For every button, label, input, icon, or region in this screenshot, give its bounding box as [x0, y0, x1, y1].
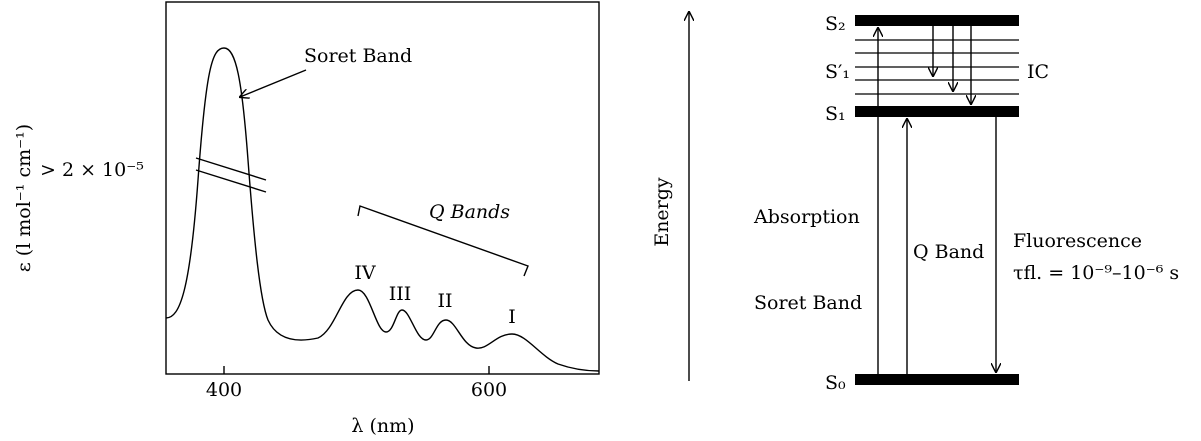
y-axis-label: ε (l mol⁻¹ cm⁻¹) — [13, 124, 35, 272]
level-s1 — [855, 106, 1019, 117]
level-label-s1-prime: S′₁ — [825, 61, 850, 83]
level-label-s1: S₁ — [825, 103, 846, 125]
ic-label: IC — [1027, 61, 1049, 83]
peak-label-i: I — [508, 306, 516, 328]
level-label-s0: S₀ — [825, 372, 846, 394]
level-label-s2: S₂ — [825, 13, 846, 35]
peak-label-iv: IV — [354, 262, 376, 284]
absorption-spectrum-panel: 400 600 λ (nm) ε (l mol⁻¹ cm⁻¹) > 2 × 10… — [13, 1, 600, 437]
q-band-transition-label: Q Band — [913, 241, 984, 263]
absorption-curve — [165, 47, 600, 372]
x-tick-label-600: 600 — [471, 379, 507, 401]
level-s0 — [855, 374, 1019, 385]
fluorescence-lifetime-label: τfl. = 10⁻⁹–10⁻⁶ s — [1013, 262, 1179, 284]
peak-label-ii: II — [437, 290, 452, 312]
energy-axis-label: Energy — [651, 177, 673, 247]
x-tick-label-400: 400 — [206, 379, 242, 401]
fluorescence-label: Fluorescence — [1013, 230, 1142, 252]
soret-band-transition-label: Soret Band — [754, 292, 862, 314]
break-value-label: > 2 × 10⁻⁵ — [40, 159, 144, 181]
absorption-label: Absorption — [753, 206, 860, 228]
x-axis-label: λ (nm) — [351, 415, 414, 437]
energy-level-diagram: Energy S₂ S′₁ S₁ S₀ IC Absorption Soret … — [651, 12, 1179, 394]
q-bands-label: Q Bands — [429, 201, 510, 223]
peak-label-iii: III — [389, 283, 412, 305]
axis-break-line-bottom — [195, 169, 267, 193]
q-bands-bracket — [357, 205, 529, 277]
plot-frame — [165, 1, 600, 375]
soret-band-arrow — [240, 69, 307, 97]
level-s2 — [855, 15, 1019, 26]
axis-break-line-top — [195, 157, 267, 181]
soret-band-label: Soret Band — [304, 45, 412, 67]
